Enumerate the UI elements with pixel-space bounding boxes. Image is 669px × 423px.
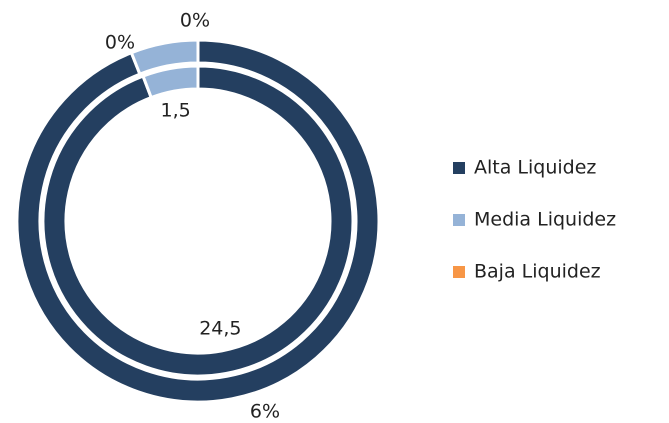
annotation: 0% [180, 10, 210, 32]
ring-segment [129, 38, 200, 77]
data-label: 1,5 [161, 100, 191, 122]
ring-segment [41, 64, 355, 378]
legend-marker [453, 214, 465, 226]
legend-label: Baja Liquidez [474, 261, 601, 283]
ring-segment [141, 64, 200, 100]
ring-segment [15, 38, 381, 404]
legend-label: Alta Liquidez [474, 157, 596, 179]
legend-label: Media Liquidez [474, 209, 616, 231]
annotation: 0% [105, 32, 135, 54]
data-label: 24,5 [199, 317, 241, 339]
annotation: 6% [250, 401, 280, 423]
legend-marker [453, 266, 465, 278]
legend-marker [453, 162, 465, 174]
